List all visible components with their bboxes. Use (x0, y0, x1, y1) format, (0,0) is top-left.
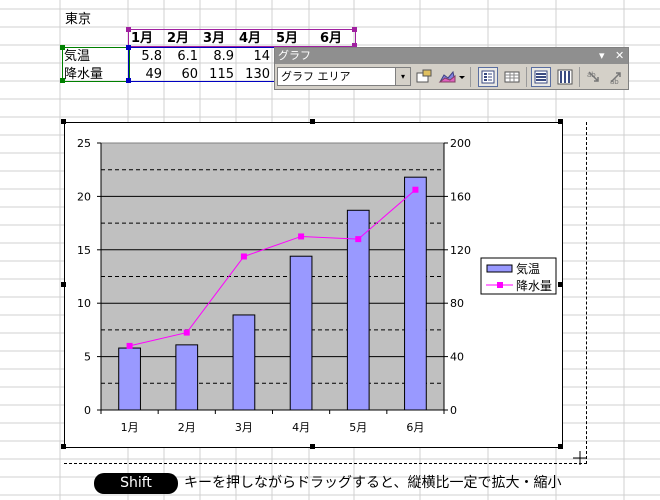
point-precipitation (355, 236, 362, 243)
value-range-handle[interactable] (126, 78, 131, 83)
y-left-tick-label: 20 (77, 190, 91, 203)
legend-swatch-temperature (486, 264, 513, 273)
month-header-5[interactable]: 5月 (276, 31, 299, 46)
resize-handle-left[interactable] (61, 282, 66, 287)
series-range-handle[interactable] (60, 45, 65, 50)
series-name-range-highlight (62, 47, 130, 82)
month-header-1[interactable]: 1月 (131, 31, 154, 46)
chevron-down-icon[interactable]: ▾ (395, 68, 410, 85)
y-right-tick-label: 120 (450, 244, 471, 257)
row-label-temperature[interactable]: 気温 (64, 49, 91, 64)
month-header-3[interactable]: 3月 (203, 31, 226, 46)
chart-toolbar-title: グラフ (278, 49, 311, 62)
toolbar-separator (470, 67, 471, 87)
x-tick-label: 5月 (349, 421, 367, 434)
combo-chart[interactable]: 0 5 10 15 20 25 0 40 80 120 160 200 1月 2月 3月 4月 5月 6月 気温降水… (65, 123, 562, 447)
legend-label-temperature: 気温 (516, 261, 540, 276)
chart-objects-combo[interactable]: グラフ エリア ▾ (277, 67, 411, 86)
precip-value-2[interactable]: 60 (181, 67, 198, 82)
category-range-handle[interactable] (352, 43, 357, 48)
series-range-handle[interactable] (60, 78, 65, 83)
shift-key-label: Shift (94, 473, 178, 494)
legend-box (480, 257, 557, 295)
precip-value-4[interactable]: 130 (245, 67, 270, 82)
y-left-tick-label: 10 (77, 297, 91, 310)
month-header-4[interactable]: 4月 (239, 31, 262, 46)
x-tick-label: 6月 (406, 421, 424, 434)
svg-text:ab: ab (587, 71, 596, 79)
angle-text-up-icon[interactable]: ab (606, 67, 626, 87)
precip-value-3[interactable]: 115 (209, 67, 234, 82)
precip-value-1[interactable]: 49 (145, 67, 162, 82)
legend-label-precipitation: 降水量 (516, 279, 552, 293)
sheet-title-cell[interactable]: 東京 (65, 12, 92, 27)
chart-toolbar-titlebar[interactable]: グラフ ▾ ✕ (275, 48, 628, 64)
y-left-tick-label: 0 (84, 404, 91, 417)
toolbar-options-icon[interactable]: ▾ (599, 49, 605, 62)
resize-handle-top[interactable] (310, 119, 315, 124)
chart-type-icon[interactable] (437, 67, 467, 87)
temp-value-1[interactable]: 5.8 (141, 49, 162, 64)
y-right-tick-label: 0 (450, 404, 457, 417)
toolbar-separator (579, 67, 580, 87)
format-chart-area-icon[interactable] (414, 67, 434, 87)
legend-marker-precipitation (497, 282, 503, 288)
resize-drag-outline (64, 122, 587, 464)
resize-handle-bottom-left[interactable] (61, 444, 66, 449)
svg-text:ab: ab (610, 78, 619, 86)
by-column-icon[interactable] (555, 67, 575, 87)
resize-handle-top-right[interactable] (558, 119, 563, 124)
close-icon[interactable]: ✕ (615, 49, 625, 62)
y-left-tick-label: 25 (77, 137, 91, 150)
x-tick-label: 2月 (178, 421, 196, 434)
temp-value-4[interactable]: 14 (253, 49, 270, 64)
row-label-precipitation[interactable]: 降水量 (64, 67, 104, 82)
value-range-handle[interactable] (126, 45, 131, 50)
angle-text-down-icon[interactable]: ab (584, 67, 604, 87)
point-precipitation (298, 233, 305, 240)
resize-handle-bottom[interactable] (310, 444, 315, 449)
line-precipitation (129, 189, 416, 347)
category-range-handle[interactable] (126, 27, 131, 32)
chart-area[interactable]: 0 5 10 15 20 25 0 40 80 120 160 200 1月 2月 3月 4月 5月 6月 気温降水… (64, 122, 563, 448)
point-precipitation (240, 253, 247, 260)
legend-icon[interactable] (478, 67, 498, 87)
resize-handle-bottom-right[interactable] (558, 444, 563, 449)
y-right-tick-label: 40 (450, 351, 464, 364)
month-header-6[interactable]: 6月 (320, 31, 343, 46)
month-header-2[interactable]: 2月 (167, 31, 190, 46)
point-precipitation (183, 329, 190, 336)
tip-text: キーを押しながらドラッグすると、縦横比一定で拡大・縮小 (184, 475, 562, 491)
chart-objects-value: グラフ エリア (281, 70, 351, 83)
y-left-tick-label: 5 (84, 351, 91, 364)
by-row-icon[interactable] (531, 67, 551, 87)
temp-value-3[interactable]: 8.9 (213, 49, 234, 64)
data-table-icon[interactable] (502, 67, 522, 87)
resize-handle-right[interactable] (558, 282, 563, 287)
temp-value-2[interactable]: 6.1 (177, 49, 198, 64)
point-precipitation (412, 186, 419, 193)
y-right-tick-label: 200 (450, 137, 471, 150)
x-tick-label: 3月 (235, 421, 253, 434)
x-tick-label: 1月 (121, 421, 139, 434)
resize-handle-top-left[interactable] (61, 119, 66, 124)
point-precipitation (126, 342, 133, 349)
chart-toolbar[interactable]: グラフ ▾ ✕ グラフ エリア ▾ ab ab (274, 47, 629, 90)
y-right-tick-label: 80 (450, 297, 464, 310)
x-tick-label: 4月 (292, 421, 310, 434)
crosshair-cursor-icon (573, 451, 587, 465)
category-range-highlight (128, 29, 356, 47)
category-range-handle[interactable] (352, 27, 357, 32)
value-range-highlight (128, 47, 276, 82)
y-right-tick-label: 160 (450, 190, 471, 203)
toolbar-separator (526, 67, 527, 87)
y-left-tick-label: 15 (77, 244, 91, 257)
